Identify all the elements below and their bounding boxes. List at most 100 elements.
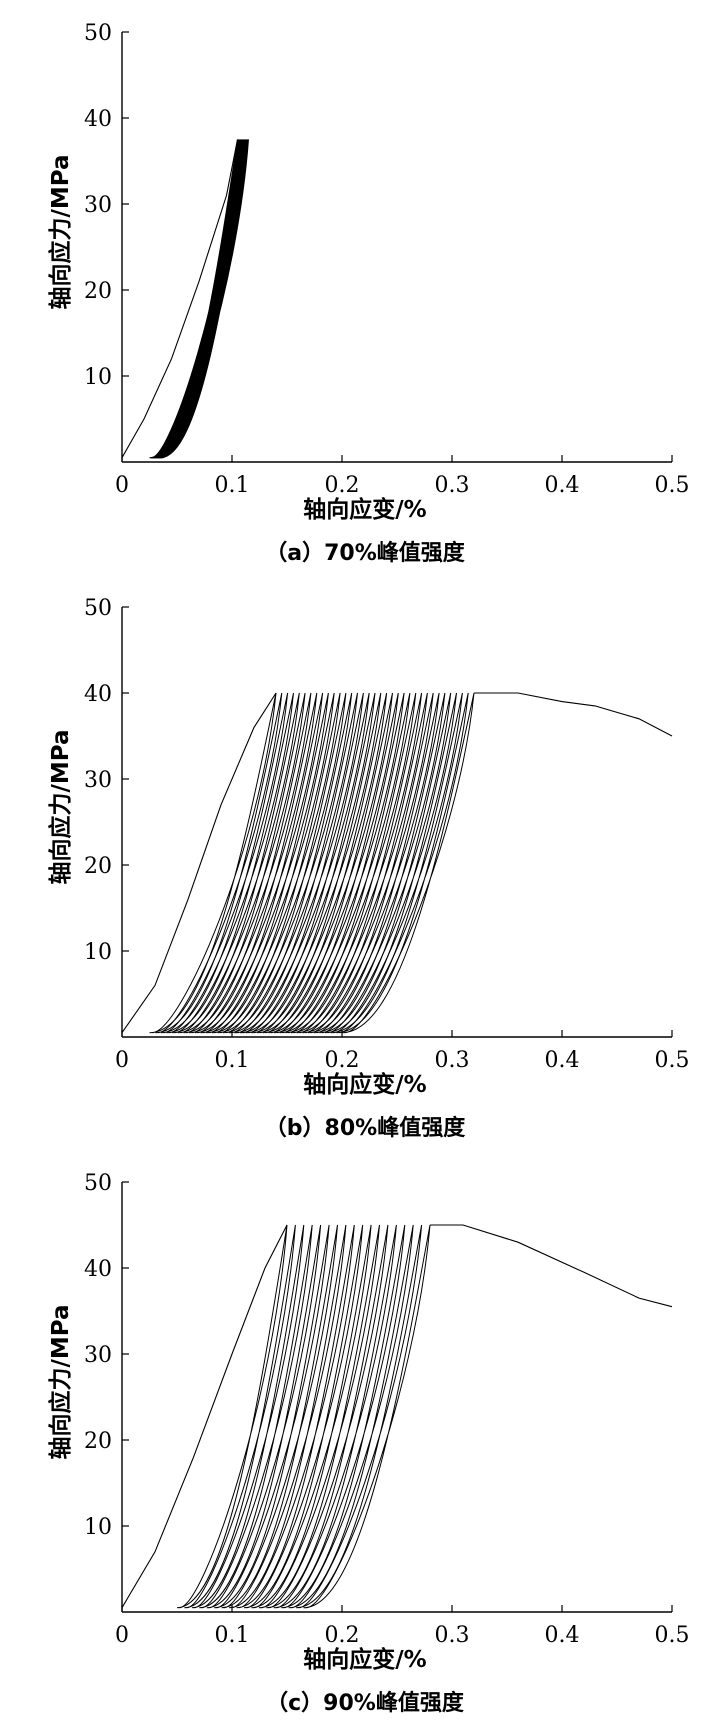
panel-caption: （b）80%峰值强度 xyxy=(265,1115,466,1141)
hysteresis-loop xyxy=(158,139,247,459)
hysteresis-loop xyxy=(288,1224,414,1609)
x-tick-label: 0.4 xyxy=(545,473,580,498)
hysteresis-loop xyxy=(257,692,388,1034)
y-tick-label: 30 xyxy=(84,1343,112,1368)
hysteresis-loop xyxy=(341,692,475,1034)
chart-svg-b: 0 0.1 0.2 0.3 0.4 0.5 10 20 30 40 50 轴向应变/% 轴向应力/M… xyxy=(47,596,690,1141)
hysteresis-loop xyxy=(159,139,249,459)
hysteresis-loop xyxy=(336,692,469,1034)
x-tick-label: 0 xyxy=(115,1048,129,1073)
hysteresis-loop xyxy=(313,692,446,1034)
hysteresis-loop xyxy=(156,139,246,459)
hysteresis-loop xyxy=(177,692,306,1034)
hysteresis-loop xyxy=(154,139,243,459)
hysteresis-loop xyxy=(290,692,423,1034)
hysteresis-loop xyxy=(240,692,370,1034)
y-tick-label: 20 xyxy=(84,279,112,304)
axes: 0 0.1 0.2 0.3 0.4 0.5 10 20 30 40 50 xyxy=(84,596,690,1073)
hysteresis-loop xyxy=(160,692,289,1034)
x-tick-label: 0.4 xyxy=(545,1048,580,1073)
y-tick-label: 30 xyxy=(84,193,112,218)
hysteresis-loop xyxy=(206,1224,322,1609)
hysteresis-loop xyxy=(184,1224,296,1609)
hysteresis-loop xyxy=(194,692,324,1034)
chart-svg-c: 0 0.1 0.2 0.3 0.4 0.5 10 20 30 40 50 轴向应变/% 轴向应力/M… xyxy=(47,1171,690,1716)
plot-area xyxy=(121,1224,673,1609)
hysteresis-loop xyxy=(274,692,405,1034)
hysteresis-loop xyxy=(251,1224,372,1609)
x-tick-label: 0.2 xyxy=(325,1623,360,1648)
hysteresis-loop xyxy=(234,692,364,1034)
chart-panel-c: 0 0.1 0.2 0.3 0.4 0.5 10 20 30 40 50 轴向应变/% 轴向应力/M… xyxy=(0,1150,727,1720)
hysteresis-loop xyxy=(251,692,382,1034)
failure-branch-curve xyxy=(474,692,673,737)
hysteresis-loop xyxy=(285,692,417,1034)
hysteresis-loop xyxy=(191,1224,305,1609)
hysteresis-loop xyxy=(156,139,245,459)
y-tick-label: 40 xyxy=(84,1257,112,1282)
x-tick-label: 0.5 xyxy=(655,473,690,498)
plot-area xyxy=(121,139,249,459)
x-tick-label: 0.1 xyxy=(215,473,250,498)
chart-svg-a: 0 0.1 0.2 0.3 0.4 0.5 10 20 30 40 50 轴向应变/% 轴向应力/M… xyxy=(47,21,690,566)
y-tick-label: 40 xyxy=(84,682,112,707)
x-tick-label: 0 xyxy=(115,1623,129,1648)
hysteresis-loop xyxy=(151,139,241,459)
plot-area xyxy=(121,692,673,1034)
y-tick-label: 10 xyxy=(84,1515,112,1540)
hysteresis-loop xyxy=(303,1224,431,1609)
hysteresis-loop xyxy=(330,692,463,1034)
x-tick-label: 0 xyxy=(115,473,129,498)
failure-branch-curve xyxy=(430,1224,673,1308)
y-tick-label: 50 xyxy=(84,1171,112,1196)
hysteresis-loop xyxy=(160,139,249,459)
x-tick-label: 0.2 xyxy=(325,473,360,498)
hysteresis-loop xyxy=(296,1224,423,1609)
hysteresis-loop xyxy=(217,692,347,1034)
hysteresis-loop xyxy=(172,692,300,1034)
hysteresis-loop xyxy=(279,692,411,1034)
hysteresis-loop xyxy=(221,1224,338,1609)
x-tick-label: 0.4 xyxy=(545,1623,580,1648)
y-tick-label: 50 xyxy=(84,596,112,621)
hysteresis-loop xyxy=(302,692,434,1034)
hysteresis-loop xyxy=(223,692,353,1034)
hysteresis-loop xyxy=(200,692,329,1034)
hysteresis-loop xyxy=(176,1224,288,1609)
x-tick-label: 0.3 xyxy=(435,1623,470,1648)
panel-caption: （a）70%峰值强度 xyxy=(265,540,466,566)
initial-loading-curve xyxy=(121,139,239,458)
chart-panel-b: 0 0.1 0.2 0.3 0.4 0.5 10 20 30 40 50 轴向应变/% 轴向应力/M… xyxy=(0,575,727,1145)
hysteresis-loop xyxy=(229,1224,347,1609)
hysteresis-loop xyxy=(268,692,399,1034)
hysteresis-loop xyxy=(324,692,457,1034)
hysteresis-loop xyxy=(319,692,452,1034)
chart-panel-a: 0 0.1 0.2 0.3 0.4 0.5 10 20 30 40 50 轴向应变/% 轴向应力/M… xyxy=(0,0,727,570)
x-axis-title: 轴向应变/% xyxy=(303,496,426,523)
y-tick-label: 10 xyxy=(84,940,112,965)
x-tick-label: 0.1 xyxy=(215,1623,250,1648)
panel-caption: （c）90%峰值强度 xyxy=(266,1690,465,1716)
y-axis-title: 轴向应力/MPa xyxy=(47,729,74,884)
y-axis-title: 轴向应力/MPa xyxy=(47,1304,74,1459)
hysteresis-loop xyxy=(149,692,277,1034)
y-tick-label: 30 xyxy=(84,768,112,793)
hysteresis-loop xyxy=(166,692,294,1034)
hysteresis-loop xyxy=(199,1224,313,1609)
hysteresis-loop xyxy=(211,692,341,1034)
hysteresis-loop xyxy=(296,692,428,1034)
y-tick-label: 40 xyxy=(84,107,112,132)
hysteresis-loop xyxy=(183,692,312,1034)
x-tick-label: 0.5 xyxy=(655,1623,690,1648)
x-tick-label: 0.2 xyxy=(325,1048,360,1073)
hysteresis-loop xyxy=(273,1224,397,1609)
axes: 0 0.1 0.2 0.3 0.4 0.5 10 20 30 40 50 xyxy=(84,1171,690,1648)
hysteresis-loop xyxy=(262,692,393,1034)
x-tick-label: 0.5 xyxy=(655,1048,690,1073)
hysteresis-loop xyxy=(307,692,440,1034)
y-tick-label: 20 xyxy=(84,1429,112,1454)
hysteresis-loop xyxy=(258,1224,380,1609)
initial-loading-curve xyxy=(121,1224,288,1608)
y-tick-label: 50 xyxy=(84,21,112,46)
hysteresis-loop xyxy=(189,692,318,1034)
